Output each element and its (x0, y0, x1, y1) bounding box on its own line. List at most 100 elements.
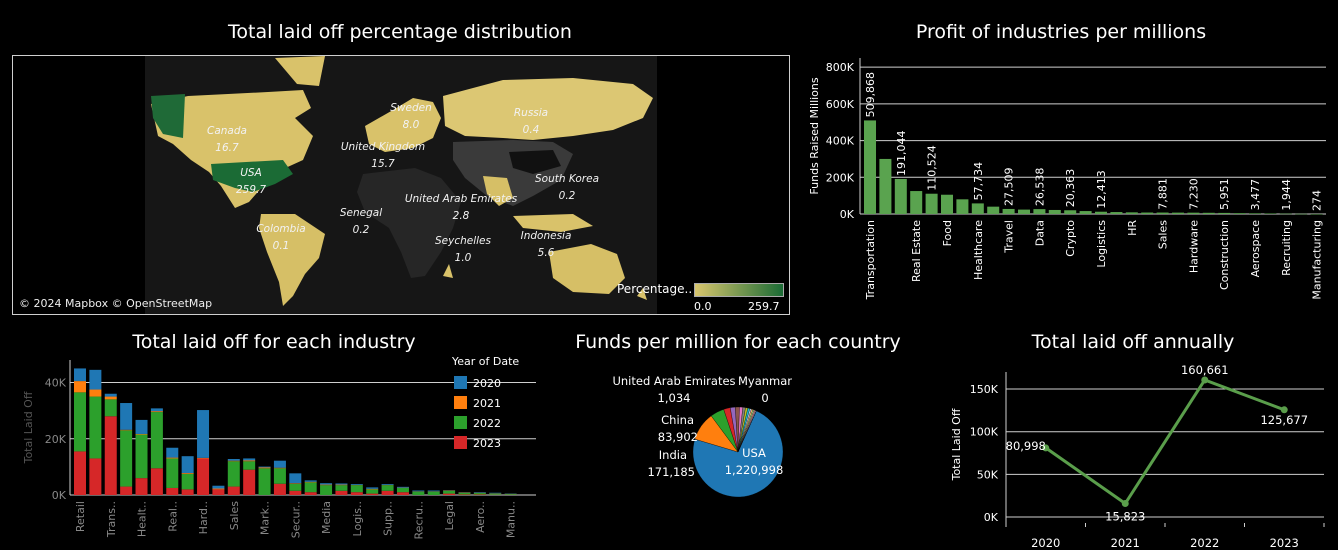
greenland-shape (275, 56, 325, 86)
y-axis-label: Total Laid Off (22, 391, 35, 464)
stacked-bar-segment (197, 410, 210, 458)
legend-label: 2020 (473, 377, 501, 390)
stacked-bar-segment (166, 457, 179, 459)
y-tick-label: 600K (826, 98, 855, 111)
stacked-bar-segment (350, 485, 363, 493)
bar (1295, 213, 1308, 215)
stacked-bar-segment (181, 473, 194, 490)
stacked-bar-segment (120, 429, 133, 431)
line-point (1280, 406, 1288, 414)
stacked-bar-segment (335, 483, 348, 485)
new-zealand-shape (637, 288, 647, 300)
x-tick-label: Sales (228, 501, 241, 531)
stacked-bar-segment (273, 460, 286, 468)
stacked-bar-segment (181, 489, 194, 495)
russia-shape (443, 78, 653, 140)
stacked-bar-segment (150, 408, 163, 412)
country-funds-chart-title: Funds per million for each country (575, 331, 901, 353)
map-attribution[interactable]: © 2024 Mapbox © OpenStreetMap (19, 297, 213, 310)
x-tick-label: Logis.. (351, 501, 364, 536)
bar-data-label: 12,413 (1095, 170, 1108, 209)
legend-title: Year of Date (451, 355, 519, 368)
bar (1095, 211, 1108, 214)
map-legend-title: Percentage.. (617, 282, 693, 296)
bar-data-label: 191,044 (895, 130, 908, 176)
bar (1064, 210, 1077, 214)
stacked-bar-segment (289, 473, 302, 484)
stacked-bar-segment (135, 433, 148, 435)
bar (1048, 209, 1061, 214)
legend-swatch (454, 436, 467, 449)
bar-data-label: 509,868 (864, 72, 877, 118)
bar-data-label: 110,524 (926, 145, 939, 191)
bar (1202, 212, 1215, 214)
world-map[interactable]: Canada 16.7 USA 259.7 Colombia 0.1 Sweden 8.0 Un… (12, 55, 790, 315)
y-tick-label: 400K (826, 135, 855, 148)
bar (1218, 212, 1231, 214)
x-tick-label: 2021 (1111, 536, 1140, 548)
bar (1156, 212, 1169, 214)
stacked-bar-segment (412, 490, 425, 492)
bar-data-label: 1,944 (1280, 179, 1293, 211)
stacked-bar-segment (89, 389, 102, 397)
x-tick-label: Recru.. (412, 501, 425, 539)
stacked-bar-segment (212, 489, 225, 495)
pie-value-uae: 1,034 (658, 391, 691, 405)
stacked-bar-segment (366, 489, 379, 494)
bar (1233, 213, 1246, 214)
stacked-bar-segment (273, 468, 286, 484)
stacked-bar-segment (197, 458, 210, 495)
x-tick-label: Food (941, 220, 954, 246)
stacked-bar-segment (212, 488, 225, 490)
stacked-bar-segment (320, 485, 333, 495)
bar-data-label: 27,509 (1003, 167, 1016, 206)
stacked-bar-segment (443, 490, 456, 494)
stacked-bar-segment (166, 447, 179, 458)
pie-value-china: 83,902 (658, 430, 698, 444)
bar (971, 203, 984, 214)
africa-shape (357, 168, 461, 278)
stacked-bar-segment (412, 491, 425, 495)
bar (1264, 213, 1277, 214)
bar-data-label: 7,230 (1187, 178, 1200, 210)
x-tick-label: Secur.. (289, 501, 302, 538)
x-tick-label: Aero.. (474, 501, 487, 533)
y-tick-label: 0K (52, 489, 67, 502)
x-tick-label: Legal (443, 501, 456, 530)
stacked-bar-segment (258, 468, 271, 495)
stacked-bar-segment (120, 486, 133, 495)
stacked-bar-segment (197, 457, 210, 459)
pie-value-india: 171,185 (647, 465, 695, 479)
map-country-value: 0.2 (353, 224, 370, 236)
map-country-value: 0.1 (273, 240, 290, 252)
map-country-value: 1.0 (455, 252, 472, 264)
bar-data-label: 3,477 (1249, 179, 1262, 211)
x-tick-label: Logistics (1095, 220, 1108, 268)
stacked-bar-segment (104, 416, 117, 495)
stacked-bar-segment (350, 492, 363, 495)
x-tick-label: Hardware (1187, 220, 1200, 273)
europe-shape (365, 98, 441, 152)
x-tick-label: Real.. (166, 501, 179, 532)
pie-label-china: China (661, 413, 694, 427)
bar-data-label: 5,951 (1218, 178, 1231, 210)
y-tick-label: 20K (45, 433, 67, 446)
map-country-value: 16.7 (215, 142, 239, 154)
stacked-bar-segment (489, 493, 502, 495)
pie-label-usa: USA (742, 446, 766, 460)
y-axis-label: Total Laid Off (950, 408, 963, 481)
stacked-bar-segment (350, 484, 363, 485)
stacked-bar-segment (89, 458, 102, 495)
bar (1079, 211, 1092, 214)
stacked-bar-segment (104, 396, 117, 400)
point-data-label: 15,823 (1105, 510, 1145, 524)
map-country-value: 5.6 (538, 247, 555, 259)
pie-label-uae: United Arab Emirates (612, 374, 735, 388)
stacked-bar-segment (443, 493, 456, 495)
legend-label: 2023 (473, 437, 501, 450)
industry-funds-chart-title: Profit of industries per millions (915, 21, 1207, 43)
bar (1187, 212, 1200, 214)
stacked-bar-segment (289, 483, 302, 484)
stacked-bar-segment (473, 494, 486, 495)
stacked-bar-segment (289, 483, 302, 491)
